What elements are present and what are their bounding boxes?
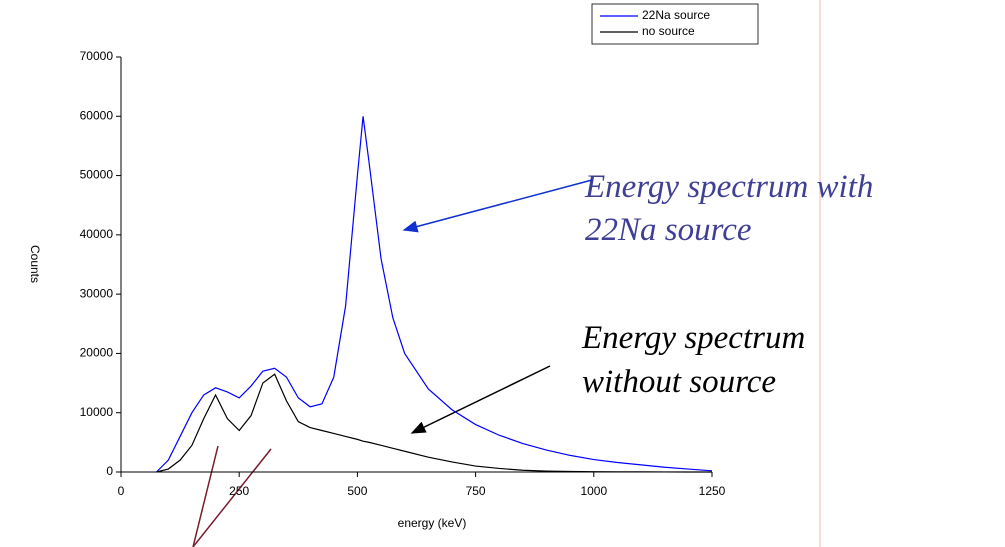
arrow	[192, 448, 272, 547]
annotation: Energy spectrum	[581, 320, 805, 356]
y-tick-label: 50000	[80, 168, 114, 182]
arrow	[410, 365, 551, 434]
x-tick-label: 250	[229, 484, 249, 498]
x-tick-label: 0	[118, 484, 125, 498]
series-line	[156, 373, 713, 473]
y-tick-label: 70000	[80, 49, 114, 63]
y-tick-label: 10000	[80, 405, 114, 419]
arrow	[192, 445, 219, 547]
x-tick-label: 1000	[580, 484, 607, 498]
y-tick-label: 20000	[80, 346, 114, 360]
x-tick-label: 500	[347, 484, 367, 498]
annotation: Energy spectrum with	[584, 169, 873, 205]
legend-box	[591, 3, 759, 45]
y-tick-label: 40000	[80, 227, 114, 241]
x-axis-label: energy (keV)	[398, 516, 467, 530]
y-tick-label: 30000	[80, 286, 114, 300]
legend-label: no source	[642, 24, 695, 38]
x-tick-label: 750	[466, 484, 486, 498]
y-tick-label: 60000	[80, 108, 114, 122]
annotation: without source	[582, 364, 776, 400]
y-axis-label: Counts	[28, 245, 42, 283]
arrow	[402, 179, 593, 233]
x-tick-label: 1250	[699, 484, 726, 498]
annotation: 22Na source	[585, 212, 752, 248]
y-tick-label: 0	[106, 464, 113, 478]
series-line	[156, 116, 713, 473]
legend-label: 22Na source	[642, 8, 710, 22]
